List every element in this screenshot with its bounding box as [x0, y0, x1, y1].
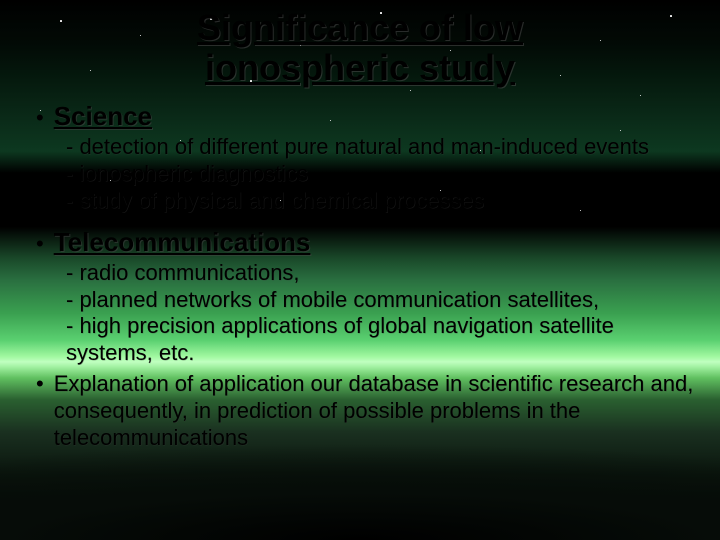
body-line: - detection of different pure natural an…	[66, 134, 696, 161]
section-body: - radio communications, - planned networ…	[36, 260, 696, 367]
body-line: - ionospheric diagnostics	[66, 161, 696, 188]
title-line-2: ionospheric study	[205, 47, 515, 88]
bullet-dot-icon: •	[36, 373, 44, 395]
bullet-row: • Telecommunications	[36, 227, 696, 258]
section-heading: Science	[54, 101, 152, 132]
body-line: - study of physical and chemical process…	[66, 188, 696, 215]
slide-title: Significance of low ionospheric study	[24, 8, 696, 87]
trailing-text: Explanation of application our database …	[54, 371, 696, 451]
bullet-list: • Science - detection of different pure …	[24, 101, 696, 451]
bullet-dot-icon: •	[36, 233, 44, 255]
bullet-row: • Explanation of application our databas…	[36, 369, 696, 451]
title-line-1: Significance of low	[197, 7, 523, 48]
section-telecom: • Telecommunications - radio communicati…	[36, 227, 696, 367]
slide-content: Significance of low ionospheric study • …	[24, 8, 696, 451]
section-science: • Science - detection of different pure …	[36, 101, 696, 214]
body-line: - high precision applications of global …	[66, 313, 696, 367]
section-body: - detection of different pure natural an…	[36, 134, 696, 214]
body-line: - radio communications,	[66, 260, 696, 287]
bullet-row: • Science	[36, 101, 696, 132]
body-line: - planned networks of mobile communicati…	[66, 287, 696, 314]
bullet-dot-icon: •	[36, 107, 44, 129]
trailing-bullet: • Explanation of application our databas…	[36, 369, 696, 451]
slide: Significance of low ionospheric study • …	[0, 0, 720, 540]
section-heading: Telecommunications	[54, 227, 311, 258]
